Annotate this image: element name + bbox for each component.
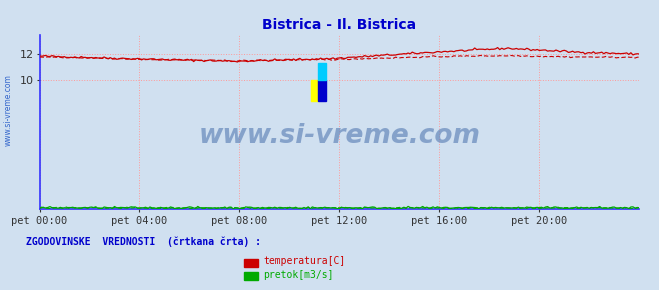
Text: www.si-vreme.com: www.si-vreme.com <box>198 123 480 149</box>
Text: temperatura[C]: temperatura[C] <box>264 256 346 267</box>
Text: pretok[m3/s]: pretok[m3/s] <box>264 270 334 280</box>
Title: Bistrica - Il. Bistrica: Bistrica - Il. Bistrica <box>262 18 416 32</box>
Text: ZGODOVINSKE  VREDNOSTI  (črtkana črta) :: ZGODOVINSKE VREDNOSTI (črtkana črta) : <box>26 237 262 247</box>
Text: www.si-vreme.com: www.si-vreme.com <box>4 74 13 146</box>
